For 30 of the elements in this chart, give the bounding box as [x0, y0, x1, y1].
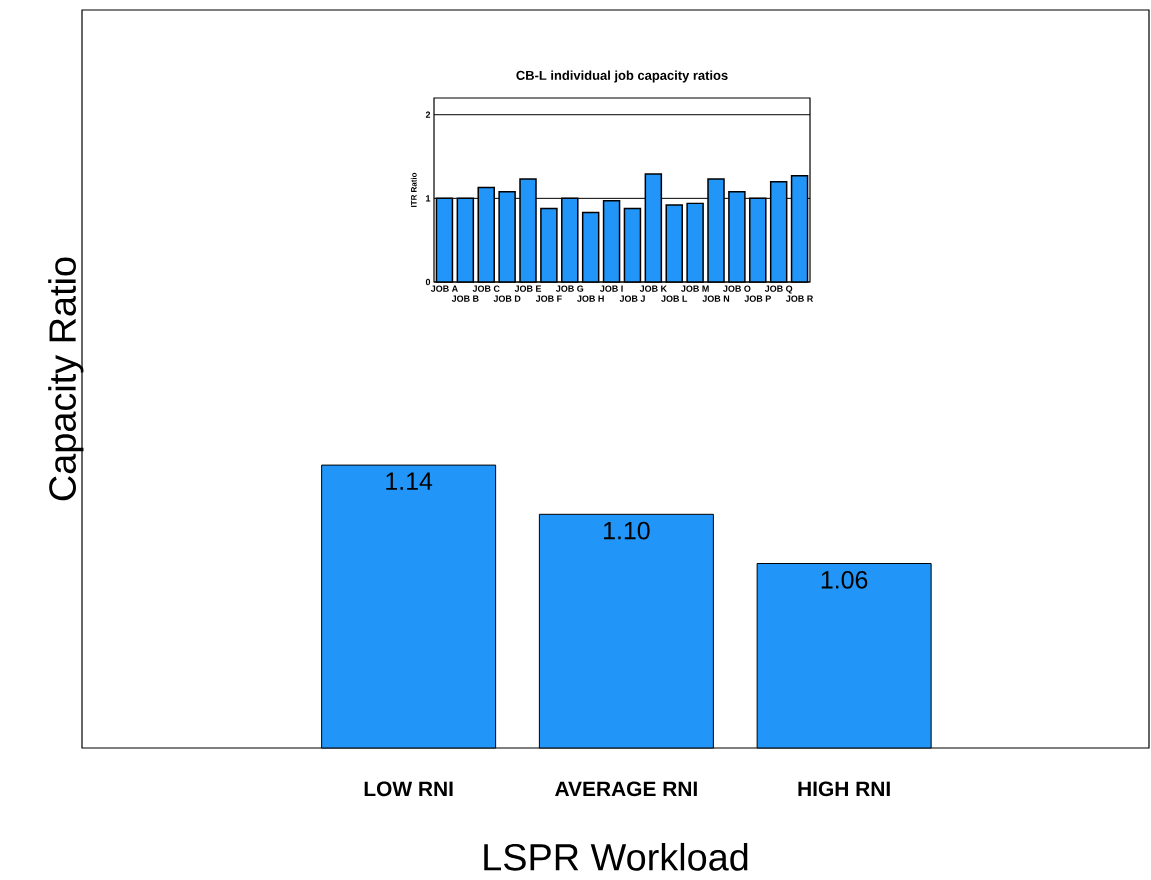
chart-title: CB-L individual job capacity ratios: [516, 70, 728, 83]
y-tick-label: 2: [425, 111, 431, 118]
x-tick-label: JOB A: [430, 285, 458, 292]
y-axis-title: Capacity Ratio: [48, 257, 84, 501]
data-label: 1.14: [386, 472, 433, 490]
y-tick-label: 0: [425, 278, 431, 286]
x-tick-label: JOB B: [451, 295, 479, 302]
x-axis-title: LSPR Workload: [484, 842, 748, 871]
x-tick-label: JOB R: [786, 295, 814, 302]
x-tick-label: JOB Q: [764, 285, 793, 294]
x-tick-label: HIGH RNI: [798, 781, 890, 797]
x-tick-label: JOB C: [472, 285, 500, 292]
x-tick-label: JOB P: [744, 295, 771, 302]
x-tick-label: JOB G: [555, 285, 584, 292]
y-tick-label: 1: [426, 195, 431, 202]
x-tick-label: JOB F: [535, 295, 562, 302]
x-tick-label: JOB E: [514, 285, 542, 292]
data-label: 1.10: [604, 521, 650, 540]
x-tick-label: LOW RNI: [364, 781, 453, 797]
x-tick-label: JOB N: [702, 295, 730, 302]
x-tick-label: JOB I: [599, 285, 623, 292]
x-tick-label: JOB K: [639, 285, 667, 292]
x-tick-label: JOB O: [723, 285, 751, 292]
x-tick-label: AVERAGE RNI: [555, 781, 697, 797]
x-tick-label: JOB H: [577, 295, 604, 302]
x-tick-label: JOB D: [493, 295, 521, 302]
x-tick-label: JOB M: [681, 285, 709, 292]
x-tick-label: JOB J: [619, 295, 645, 302]
data-label: 1.06: [821, 571, 868, 589]
x-tick-label: JOB L: [661, 295, 688, 302]
